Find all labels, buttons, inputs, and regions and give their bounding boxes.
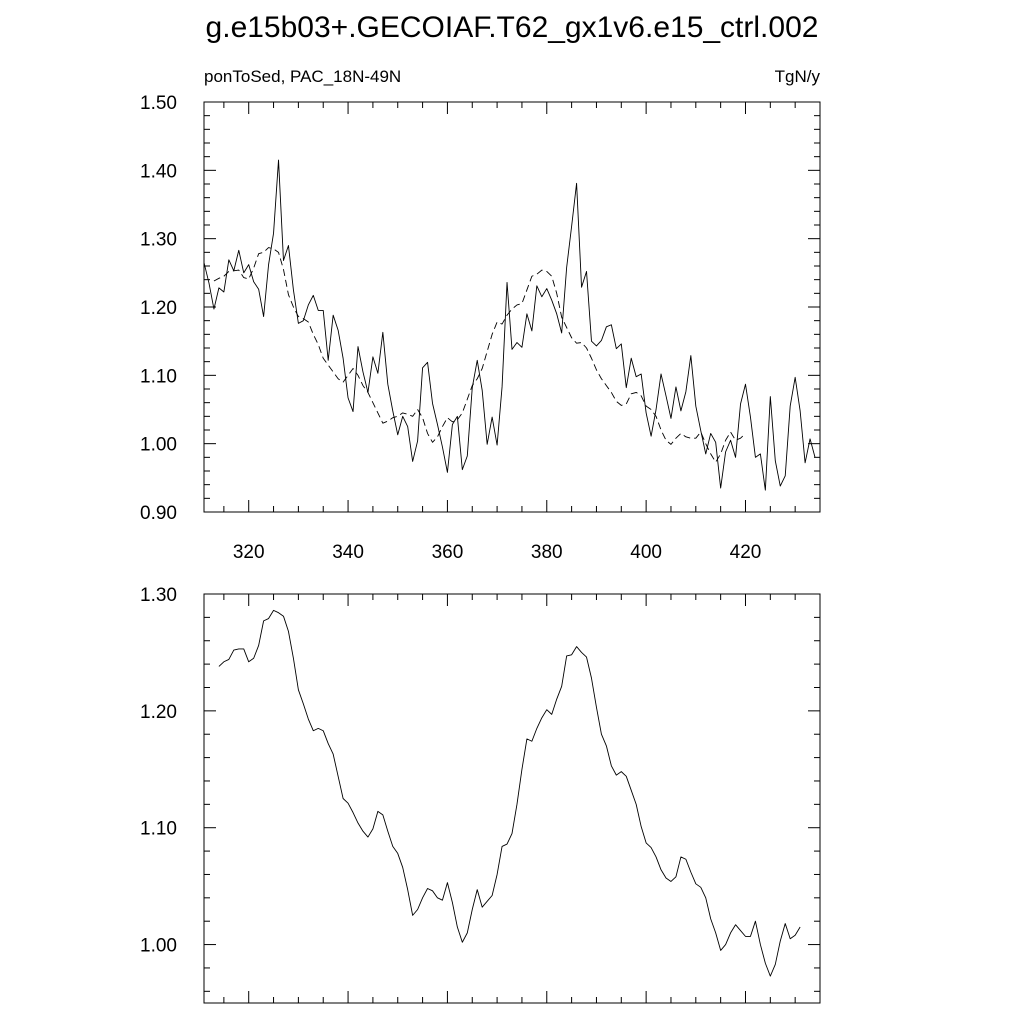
top-x-tick-label: 340	[332, 542, 364, 563]
top-y-tick-label: 0.90	[140, 503, 177, 524]
bottom-panel-tick-labels: 1.00 1.10 1.20 1.30	[140, 585, 177, 957]
top-panel-ticks	[204, 101, 821, 513]
top-panel-tick-labels: 320 340 360 380 400 420 0.90 1.00 1.10 1.20 1.30 1.…	[140, 93, 761, 563]
bottom-panel-series	[218, 609, 801, 977]
top-panel-left-label: ponToSed, PAC_18N-49N	[204, 67, 401, 86]
top-panel-right-label: TgN/y	[775, 67, 821, 86]
bottom-panel-frame	[203, 593, 821, 1004]
figure-title: g.e15b03+.GECOIAF.T62_gx1v6.e15_ctrl.002	[206, 11, 819, 44]
top-y-tick-label: 1.50	[140, 93, 177, 114]
top-series-line-solid	[203, 159, 816, 491]
top-series-line-dashed	[213, 247, 746, 463]
top-x-tick-label: 320	[233, 542, 265, 563]
bottom-y-tick-label: 1.30	[140, 585, 177, 606]
top-x-tick-label: 380	[531, 542, 563, 563]
top-panel: ponToSed, PAC_18N-49N TgN/y 320 340 360 380…	[140, 67, 821, 563]
bottom-y-tick-label: 1.10	[140, 819, 177, 840]
top-x-tick-label: 400	[630, 542, 662, 563]
bottom-panel: 1.00 1.10 1.20 1.30	[140, 585, 821, 1004]
top-y-tick-label: 1.00	[140, 435, 177, 456]
top-y-tick-label: 1.30	[140, 230, 177, 251]
top-x-tick-label: 360	[432, 542, 464, 563]
bottom-panel-ticks	[204, 593, 821, 1003]
top-y-tick-label: 1.40	[140, 161, 177, 182]
top-y-tick-label: 1.20	[140, 298, 177, 319]
top-x-tick-label: 420	[730, 542, 762, 563]
top-y-tick-label: 1.10	[140, 366, 177, 387]
top-panel-series	[203, 159, 816, 491]
bottom-series-line-solid	[218, 609, 801, 977]
bottom-y-tick-label: 1.00	[140, 936, 177, 957]
bottom-y-tick-label: 1.20	[140, 702, 177, 723]
